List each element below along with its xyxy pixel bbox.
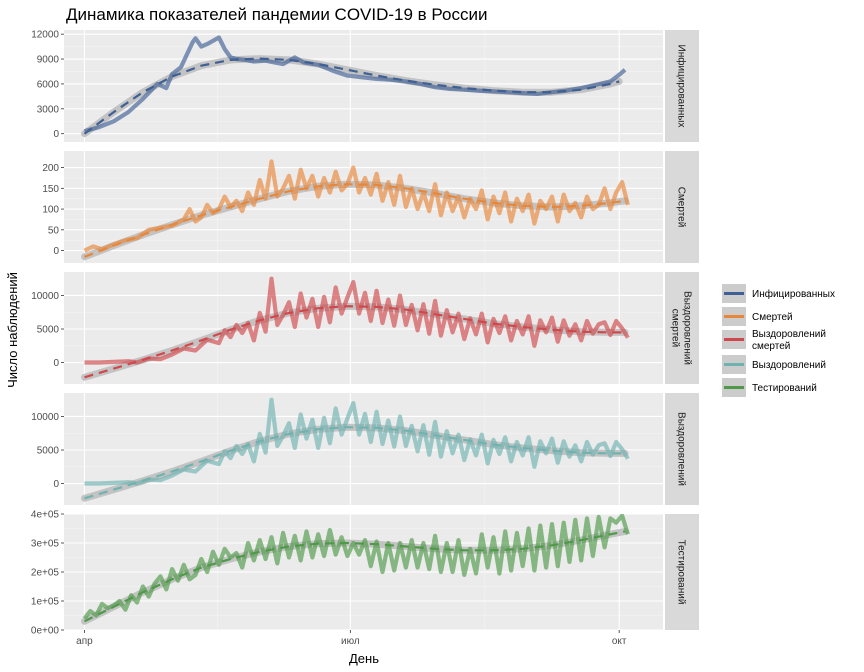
x-axis-label: День xyxy=(349,651,379,666)
strip-label-line: Выздоровлений xyxy=(682,291,693,365)
y-tick-label: 0 xyxy=(53,129,59,140)
strip-background xyxy=(665,393,699,505)
legend-label: Смертей xyxy=(752,312,793,323)
y-tick-label: 200 xyxy=(42,163,59,174)
y-tick-label: 0e+00 xyxy=(31,626,60,637)
strip-background xyxy=(665,30,699,142)
legend-label: Выздоровлений смертей xyxy=(752,329,826,352)
legend-label: Тестирований xyxy=(752,383,817,394)
legend-label-line: Смертей xyxy=(752,312,793,323)
strip-background xyxy=(665,514,699,630)
strip-label-line: Инфицированных xyxy=(676,45,688,128)
legend-label-line: Выздоровлений xyxy=(752,329,826,340)
trend-line xyxy=(84,426,625,500)
legend-item: Смертей xyxy=(722,307,793,326)
strip-label-line: Смертей xyxy=(676,187,687,228)
legend-item: Выздоровлений смертей xyxy=(722,329,826,352)
legend-label: Выздоровлений xyxy=(752,360,826,371)
legend-label-line: смертей xyxy=(752,341,790,352)
strip-label: Выздоровлений xyxy=(676,412,687,486)
x-tick-label: июл xyxy=(341,636,360,647)
y-tick-label: 5000 xyxy=(37,325,60,336)
strip-label-line: Выздоровлений xyxy=(676,412,687,486)
strip-label-line: смертей xyxy=(670,309,681,347)
y-tick-label: 3e+05 xyxy=(31,539,60,550)
y-tick-label: 0 xyxy=(53,479,59,490)
trend-line xyxy=(83,57,620,135)
series-line xyxy=(84,397,630,486)
y-tick-label: 50 xyxy=(48,225,60,236)
x-tick-label: апр xyxy=(76,636,93,647)
strip-label: Тестирований xyxy=(676,540,687,605)
legend-item: Выздоровлений xyxy=(722,355,826,374)
legend-label-line: Тестирований xyxy=(752,383,817,394)
x-axis: апр июл окт xyxy=(76,630,627,647)
legend-label-line: Выздоровлений xyxy=(752,360,826,371)
y-tick-label: 150 xyxy=(42,184,59,195)
chart-title: Динамика показателей пандемии COVID-19 в… xyxy=(66,5,487,24)
y-tick-label: 3000 xyxy=(37,104,60,115)
y-tick-label: 1e+05 xyxy=(31,597,60,608)
strip-background xyxy=(665,151,699,263)
facet-panel: 0 5000 10000 Выздоровлений xyxy=(31,393,699,505)
y-tick-label: 2e+05 xyxy=(31,568,60,579)
y-tick-label: 9000 xyxy=(37,55,60,66)
trend-line xyxy=(84,530,626,623)
strip-background xyxy=(665,272,699,384)
legend-label: Инфицированных xyxy=(752,288,835,300)
series-line xyxy=(83,35,627,134)
y-tick-label: 5000 xyxy=(37,446,60,457)
y-axis-label: Число наблюдений xyxy=(5,272,20,388)
y-tick-label: 10000 xyxy=(31,412,59,423)
strip-label: Инфицированных xyxy=(676,45,688,128)
trend-line xyxy=(84,183,626,258)
facet-panel: 0e+00 1e+05 2e+05 3e+05 4e+05 Тестирований xyxy=(31,510,699,637)
facet-panel: 0 50 100 150 200 Смертей xyxy=(42,151,699,263)
y-tick-label: 10000 xyxy=(31,291,59,302)
x-tick-label: окт xyxy=(612,636,627,647)
y-tick-label: 0 xyxy=(53,246,59,257)
strip-label: Смертей xyxy=(676,187,687,228)
y-tick-label: 12000 xyxy=(31,30,59,41)
facet-panel: 0 3000 6000 9000 12000 Инфицированных xyxy=(31,30,699,142)
series-line xyxy=(84,276,630,365)
legend-label-line: Инфицированных xyxy=(752,288,835,300)
y-tick-label: 0 xyxy=(53,358,59,369)
facet-panels: 0 3000 6000 9000 12000 Инфицированных 0 50 100 15… xyxy=(31,30,699,637)
legend-item: Тестирований xyxy=(722,378,817,397)
strip-label: Выздоровленийсмертей xyxy=(670,291,693,365)
y-tick-label: 6000 xyxy=(37,79,60,90)
facet-panel: 0 5000 10000 Выздоровленийсмертей xyxy=(31,272,699,384)
y-tick-label: 100 xyxy=(42,205,59,216)
legend-item: Инфицированных xyxy=(722,284,835,303)
strip-label-line: Тестирований xyxy=(676,540,687,605)
y-tick-label: 4e+05 xyxy=(31,510,60,521)
trend-line xyxy=(84,305,625,379)
